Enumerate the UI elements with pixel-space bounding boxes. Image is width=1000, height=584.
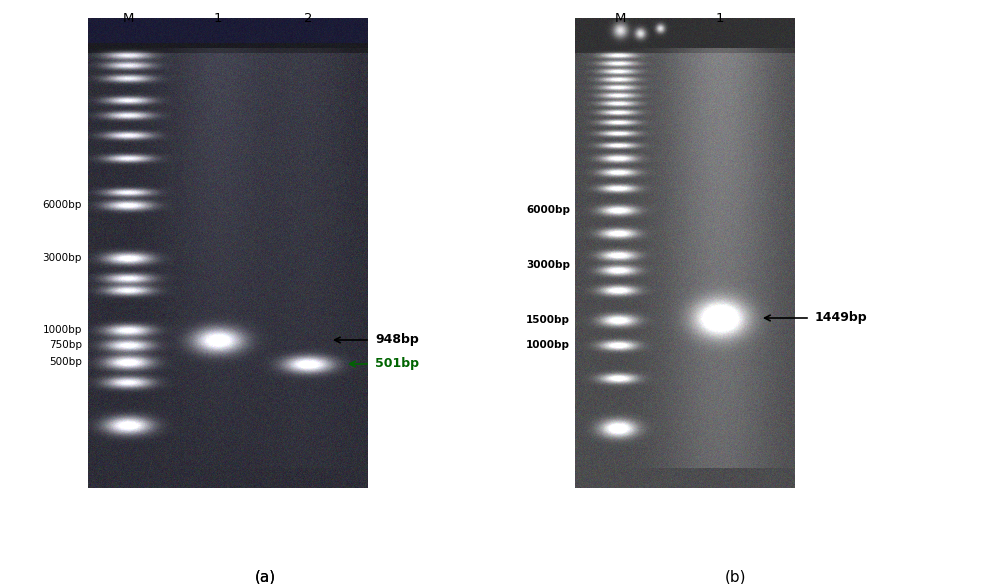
- Text: 3000bp: 3000bp: [526, 260, 570, 270]
- Text: 1000bp: 1000bp: [526, 340, 570, 350]
- Text: 1: 1: [214, 12, 222, 25]
- Text: 501bp: 501bp: [375, 357, 419, 370]
- Text: (b): (b): [724, 570, 746, 584]
- Text: (a): (a): [254, 570, 276, 584]
- Text: 948bp: 948bp: [375, 333, 419, 346]
- Text: 6000bp: 6000bp: [43, 200, 82, 210]
- Text: M: M: [122, 12, 134, 25]
- Text: M: M: [614, 12, 626, 25]
- Text: 1449bp: 1449bp: [815, 311, 868, 325]
- Text: 1: 1: [716, 12, 724, 25]
- Text: 1500bp: 1500bp: [526, 315, 570, 325]
- Text: 3000bp: 3000bp: [43, 253, 82, 263]
- Text: 6000bp: 6000bp: [526, 205, 570, 215]
- Text: 750bp: 750bp: [49, 340, 82, 350]
- Text: 2: 2: [304, 12, 312, 25]
- Text: 500bp: 500bp: [49, 357, 82, 367]
- Text: 1000bp: 1000bp: [43, 325, 82, 335]
- Text: (a): (a): [254, 569, 276, 584]
